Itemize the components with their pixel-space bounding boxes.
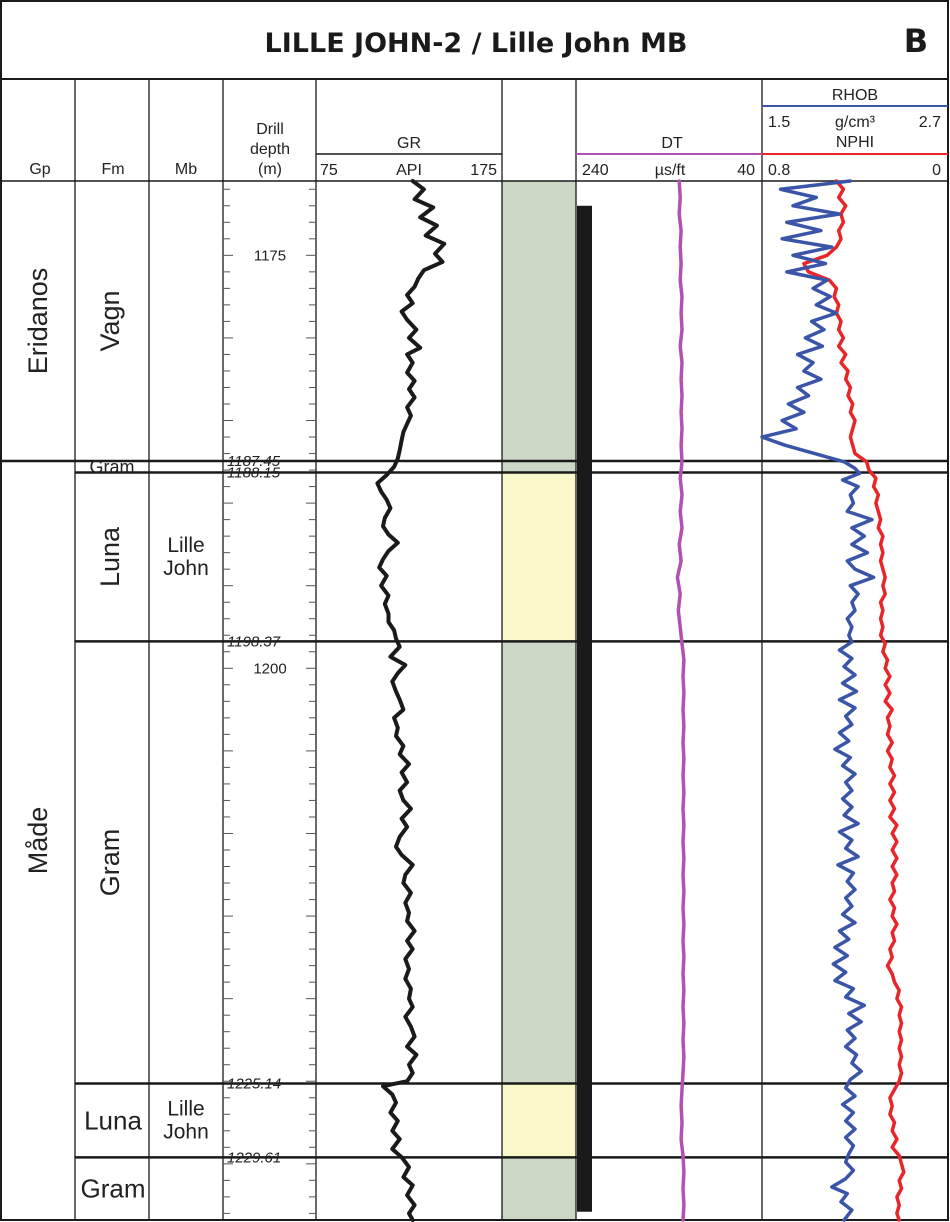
header-gp: Gp — [29, 161, 50, 178]
gr-name: GR — [397, 135, 421, 152]
member-label: Lille — [167, 534, 204, 557]
formation-label: Gram — [81, 1174, 146, 1204]
header-depth-line3: (m) — [258, 161, 282, 178]
formation-top-label: 1225.14 — [227, 1076, 281, 1093]
lithology-sand — [502, 1083, 576, 1158]
group-label: Måde — [23, 807, 53, 875]
formation-top-label: 1187.45 — [227, 453, 281, 470]
rhob-name: RHOB — [832, 87, 878, 104]
dt-unit: µs/ft — [655, 162, 686, 179]
gr-scale-max: 175 — [470, 162, 497, 179]
depth-label: 1175 — [254, 247, 286, 264]
lithology-shale — [502, 641, 576, 1084]
member-label: John — [163, 557, 209, 580]
formation-top-label: 1198.37 — [227, 633, 281, 650]
header-depth-line2: depth — [250, 141, 290, 158]
gr-unit: API — [396, 162, 422, 179]
core-interval-bar — [577, 205, 592, 1212]
group-label: Eridanos — [23, 268, 53, 375]
rhob-unit: g/cm³ — [835, 114, 876, 131]
lithology-column — [502, 181, 592, 1220]
dt-scale-max: 40 — [737, 162, 755, 179]
nphi-scale-min: 0.8 — [768, 162, 790, 179]
panel-letter: B — [904, 22, 928, 60]
formation-top-label: 1188.15 — [227, 465, 281, 482]
header-depth-line1: Drill — [256, 121, 284, 138]
nphi-curve — [802, 179, 906, 1222]
nphi-scale-max: 0 — [932, 162, 941, 179]
lithology-shale — [502, 1157, 576, 1220]
dt-name: DT — [661, 135, 683, 152]
rhob-curve — [760, 179, 876, 1222]
depth-label: 1200 — [253, 660, 286, 677]
formation-top-label: 1229.61 — [227, 1149, 281, 1166]
dt-curve — [675, 179, 686, 1222]
formation-label: Luna — [95, 526, 125, 587]
header-mb: Mb — [175, 161, 197, 178]
dt-scale-min: 240 — [582, 162, 609, 179]
depth-ticks: 1175 1200 — [223, 188, 316, 1214]
log-curves — [375, 179, 906, 1222]
chart-title: LILLE JOHN-2 / Lille John MB — [265, 28, 688, 59]
formation-label: Luna — [84, 1105, 142, 1135]
lithology-sand — [502, 472, 576, 642]
gr-scale-min: 75 — [320, 162, 338, 179]
gr-curve — [375, 179, 447, 1222]
member-label: Lille — [167, 1097, 204, 1120]
formation-label: Vagn — [95, 290, 125, 351]
formation-label: Gram — [95, 829, 125, 897]
header-fm: Fm — [101, 161, 124, 178]
stratigraphy-labels: Eridanos Måde Vagn Gram Luna Gram Luna Gram Lill… — [23, 268, 209, 1204]
member-label: John — [163, 1120, 209, 1143]
lithology-shale — [502, 181, 576, 473]
rhob-scale-min: 1.5 — [768, 114, 790, 131]
rhob-scale-max: 2.7 — [919, 114, 941, 131]
formation-label: Gram — [90, 457, 135, 477]
column-headers: Gp Fm Mb Drill depth (m) GR 75 API 175 D… — [29, 87, 948, 179]
nphi-name: NPHI — [836, 134, 874, 151]
